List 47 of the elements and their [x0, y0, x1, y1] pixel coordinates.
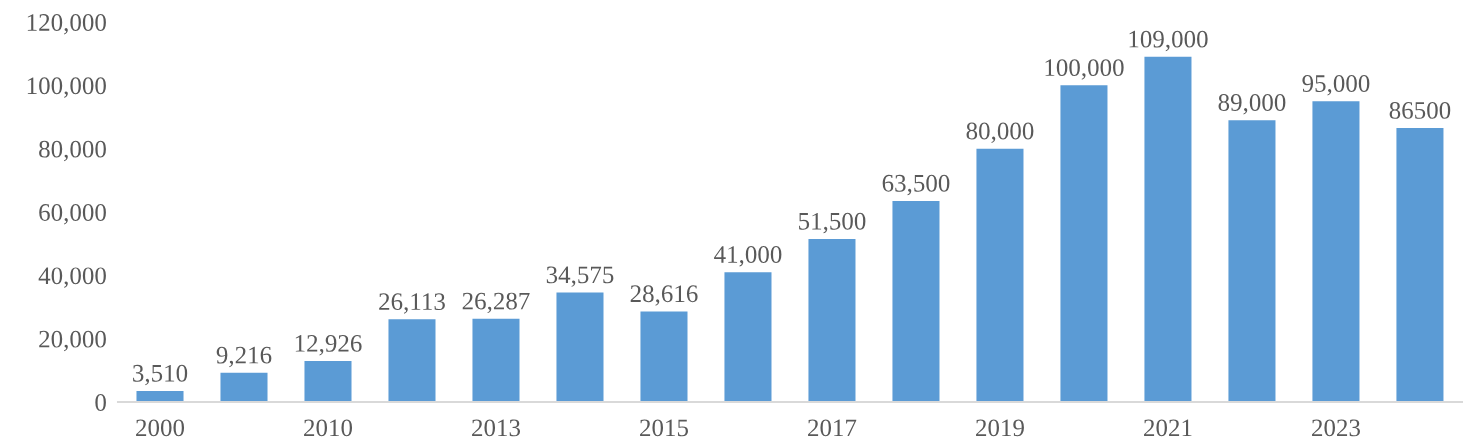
y-tick-label: 80,000: [39, 140, 106, 162]
y-tick-label: 20,000: [39, 330, 106, 352]
y-tick-label: 40,000: [38, 267, 106, 288]
data-label: 89,000: [1218, 94, 1286, 115]
data-label: 63,500: [882, 174, 950, 196]
data-label: 34,575: [546, 266, 614, 287]
bar: [976, 148, 1024, 403]
bar: [1144, 56, 1192, 403]
y-tick-label: 0: [95, 394, 106, 411]
data-label: 100,000: [1045, 59, 1124, 80]
x-tick-label: 2019: [976, 419, 1024, 437]
bar: [1396, 128, 1444, 403]
bar: [724, 272, 772, 403]
data-label: 26,287: [462, 292, 530, 314]
y-tick-label: 60,000: [39, 204, 106, 225]
data-label: 86500: [1389, 101, 1451, 119]
y-tick-label: 100,000: [27, 77, 106, 98]
data-label: 51,500: [799, 212, 866, 234]
bar: [136, 390, 184, 403]
bar: [640, 311, 688, 403]
bar: [304, 361, 352, 403]
bar: [1312, 101, 1360, 403]
x-tick-label: 2000: [136, 419, 185, 437]
x-tick-label: 2017: [808, 419, 857, 437]
bar: [556, 292, 604, 403]
x-tick-label: 2015: [640, 419, 688, 437]
y-tick-label: 120,000: [27, 14, 106, 35]
bar: [1228, 120, 1276, 403]
data-label: 12,926: [295, 335, 362, 356]
data-label: 28,616: [630, 285, 698, 306]
bar: [388, 319, 436, 403]
bar: [808, 238, 856, 403]
data-label: 95,000: [1302, 75, 1370, 96]
x-tick-label: 2013: [472, 419, 521, 437]
x-tick-label: 2010: [304, 419, 353, 437]
bar: [472, 318, 520, 403]
bar: [1060, 85, 1108, 403]
data-label: 41,000: [714, 246, 782, 267]
data-label: 9,216: [216, 346, 272, 368]
data-label: 26,113: [379, 293, 445, 314]
x-tick-label: 2021: [1144, 419, 1192, 437]
data-label: 3,510: [133, 364, 188, 386]
bar: [892, 200, 940, 403]
bar: [220, 372, 268, 403]
data-label: 109,000: [1129, 30, 1208, 52]
x-tick-label: 2023: [1312, 419, 1360, 437]
data-label: 80,000: [966, 122, 1034, 144]
